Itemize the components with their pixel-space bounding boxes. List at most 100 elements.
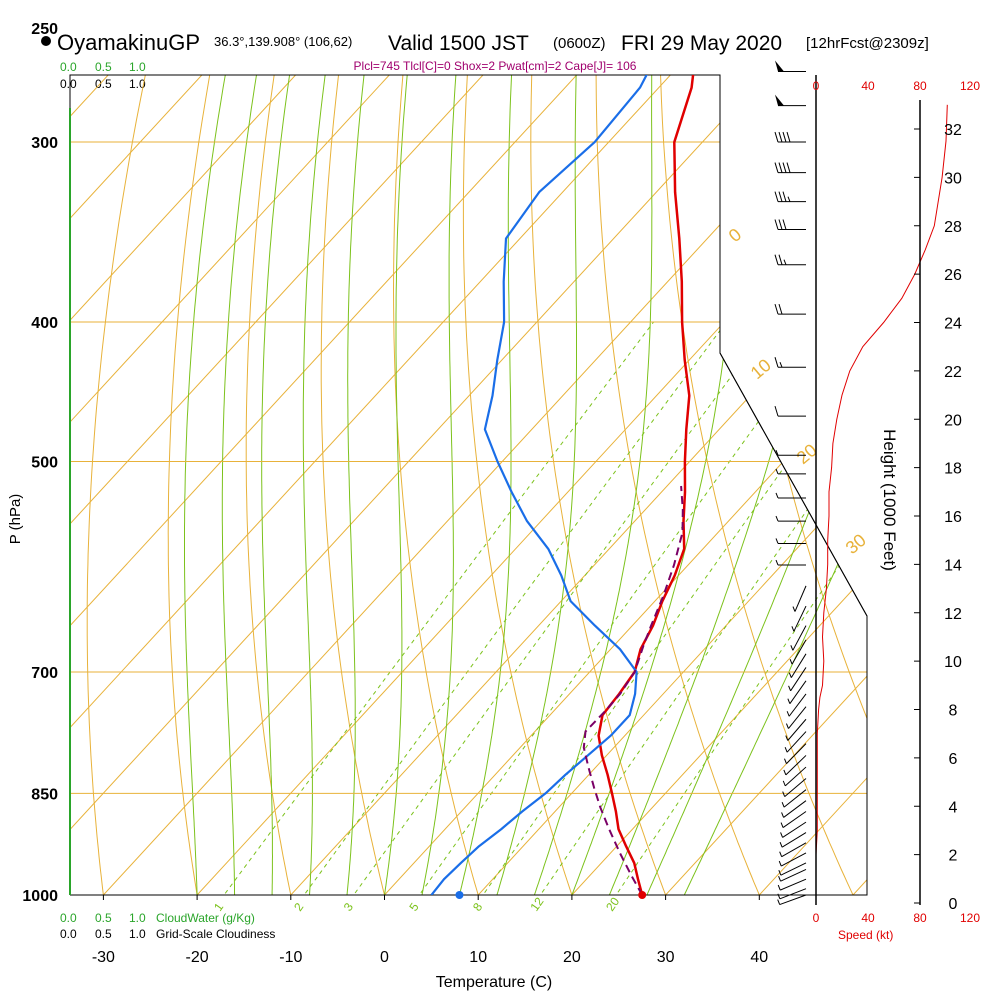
wind-barb-staff xyxy=(781,842,807,858)
wind-barb xyxy=(775,559,806,566)
height-tick-label: 32 xyxy=(944,122,962,139)
bottom-cloudiness-tick: 1.0 xyxy=(129,927,146,941)
wind-barb xyxy=(779,832,807,848)
top-cloudwater-tick: 1.0 xyxy=(129,60,146,74)
height-tick-label: 26 xyxy=(944,267,962,284)
wind-barb-feather xyxy=(774,254,779,265)
wind-barb-staff xyxy=(788,693,807,717)
isotherm-line xyxy=(543,75,867,895)
wind-barb xyxy=(782,778,807,798)
temperature-tick-label: -10 xyxy=(279,949,302,966)
isotherm-line xyxy=(70,75,269,895)
wind-barb xyxy=(775,515,806,522)
isotherm-line xyxy=(356,75,867,895)
wind-barb-staff xyxy=(785,755,807,776)
wind-barb-staff xyxy=(780,869,807,882)
wind-barb-half-feather xyxy=(775,450,779,456)
isotherm-line xyxy=(70,75,644,895)
wind-barb-half-feather xyxy=(787,196,791,202)
dry-adiabat-line xyxy=(845,75,867,895)
mixing-ratio-line xyxy=(281,321,727,895)
mixing-ratio-line xyxy=(397,321,832,895)
isotherm-line xyxy=(70,75,551,895)
wind-barb-feather xyxy=(782,162,787,173)
temperature-tick-label: 30 xyxy=(657,949,675,966)
wind-barb-feather xyxy=(774,303,779,315)
dry-adiabat-line xyxy=(530,75,678,895)
wind-barb-half-feather xyxy=(778,860,782,867)
wind-barb-half-feather xyxy=(786,711,790,717)
chart-header: OyamakinuGP 36.3°,139.908° (106,62) Vali… xyxy=(41,30,929,73)
wind-barb xyxy=(775,60,806,73)
mixing-ratio-label: 3 xyxy=(341,900,356,914)
wind-barb-half-feather xyxy=(787,698,791,704)
wind-barb-staff xyxy=(779,888,807,900)
temperature-tick-label: 10 xyxy=(469,949,487,966)
wind-barb-half-feather xyxy=(782,780,786,787)
dry-adiabat-line xyxy=(462,75,583,895)
surface-dewpoint-dot xyxy=(455,891,464,899)
isotherm-line xyxy=(824,75,867,895)
bottom-cloudiness-tick: 0.0 xyxy=(60,927,77,941)
wind-barb-staff xyxy=(792,625,807,651)
x-axis-label: Temperature (C) xyxy=(436,974,552,991)
isotherm-line xyxy=(70,75,363,895)
wind-panel xyxy=(719,60,948,906)
wind-barb-feather xyxy=(774,219,779,230)
mixing-ratio-label: 2 xyxy=(291,900,306,914)
dry-adiabat-label: 30 xyxy=(842,530,870,558)
wind-barb xyxy=(786,693,807,717)
wind-barb-feather xyxy=(774,131,779,143)
wind-barb-staff xyxy=(786,731,807,753)
wind-barb xyxy=(774,219,806,230)
height-tick-label: 0 xyxy=(949,896,958,913)
wind-barb-feather xyxy=(786,131,791,143)
wind-barb-feather xyxy=(778,254,783,265)
temperature-tick-label: 40 xyxy=(750,949,768,966)
dry-adiabat-line xyxy=(658,75,867,895)
wind-barb-half-feather xyxy=(775,515,779,522)
parcel-line xyxy=(582,485,684,895)
wind-barb-half-feather xyxy=(784,747,788,753)
isotherm-line xyxy=(168,75,867,895)
dry-adiabat-line xyxy=(86,75,162,895)
dry-adiabat-label: 0 xyxy=(725,224,746,246)
wind-barb-feather xyxy=(778,131,783,143)
wind-barb-half-feather xyxy=(788,672,792,678)
height-tick-label: 24 xyxy=(944,316,962,333)
mixing-ratio-label: 5 xyxy=(406,900,421,914)
wind-barb-staff xyxy=(783,789,807,808)
pressure-tick-label: 250 xyxy=(31,21,58,38)
wind-barb xyxy=(778,852,807,867)
wind-barb xyxy=(774,131,806,143)
isotherm-line xyxy=(70,75,738,895)
wind-barb-half-feather xyxy=(785,735,789,741)
speed-tick-bottom: 0 xyxy=(813,911,820,925)
dry-adiabat-line xyxy=(971,3,1000,926)
height-tick-label: 6 xyxy=(949,751,958,768)
wind-barb-feather xyxy=(782,219,787,230)
bottom-cloudiness-label: Grid-Scale Cloudiness xyxy=(156,927,275,941)
wind-barb-half-feather xyxy=(779,851,783,857)
isotherm-line xyxy=(70,75,176,895)
wind-barb-half-feather xyxy=(778,870,782,876)
mixing-ratio-line xyxy=(200,321,654,895)
bottom-cloudwater-tick: 1.0 xyxy=(129,911,146,925)
valid-zulu: (0600Z) xyxy=(553,35,606,52)
moist-adiabat-line xyxy=(302,75,336,895)
wind-barb xyxy=(774,405,806,417)
mixing-ratio-line xyxy=(595,321,867,895)
moist-adiabat-line xyxy=(221,75,270,895)
wind-barb xyxy=(784,731,807,753)
wind-barb xyxy=(778,862,807,876)
wind-barb-half-feather xyxy=(784,758,787,764)
wind-barb-feather xyxy=(774,405,779,417)
wind-barb-half-feather xyxy=(775,559,779,566)
wind-barb xyxy=(777,878,807,891)
wind-barb-feather xyxy=(778,162,783,173)
speed-axis-label: Speed (kt) xyxy=(838,928,893,942)
wind-barb-feather xyxy=(786,162,791,173)
wind-barb xyxy=(774,254,806,266)
wind-barb xyxy=(791,605,807,632)
